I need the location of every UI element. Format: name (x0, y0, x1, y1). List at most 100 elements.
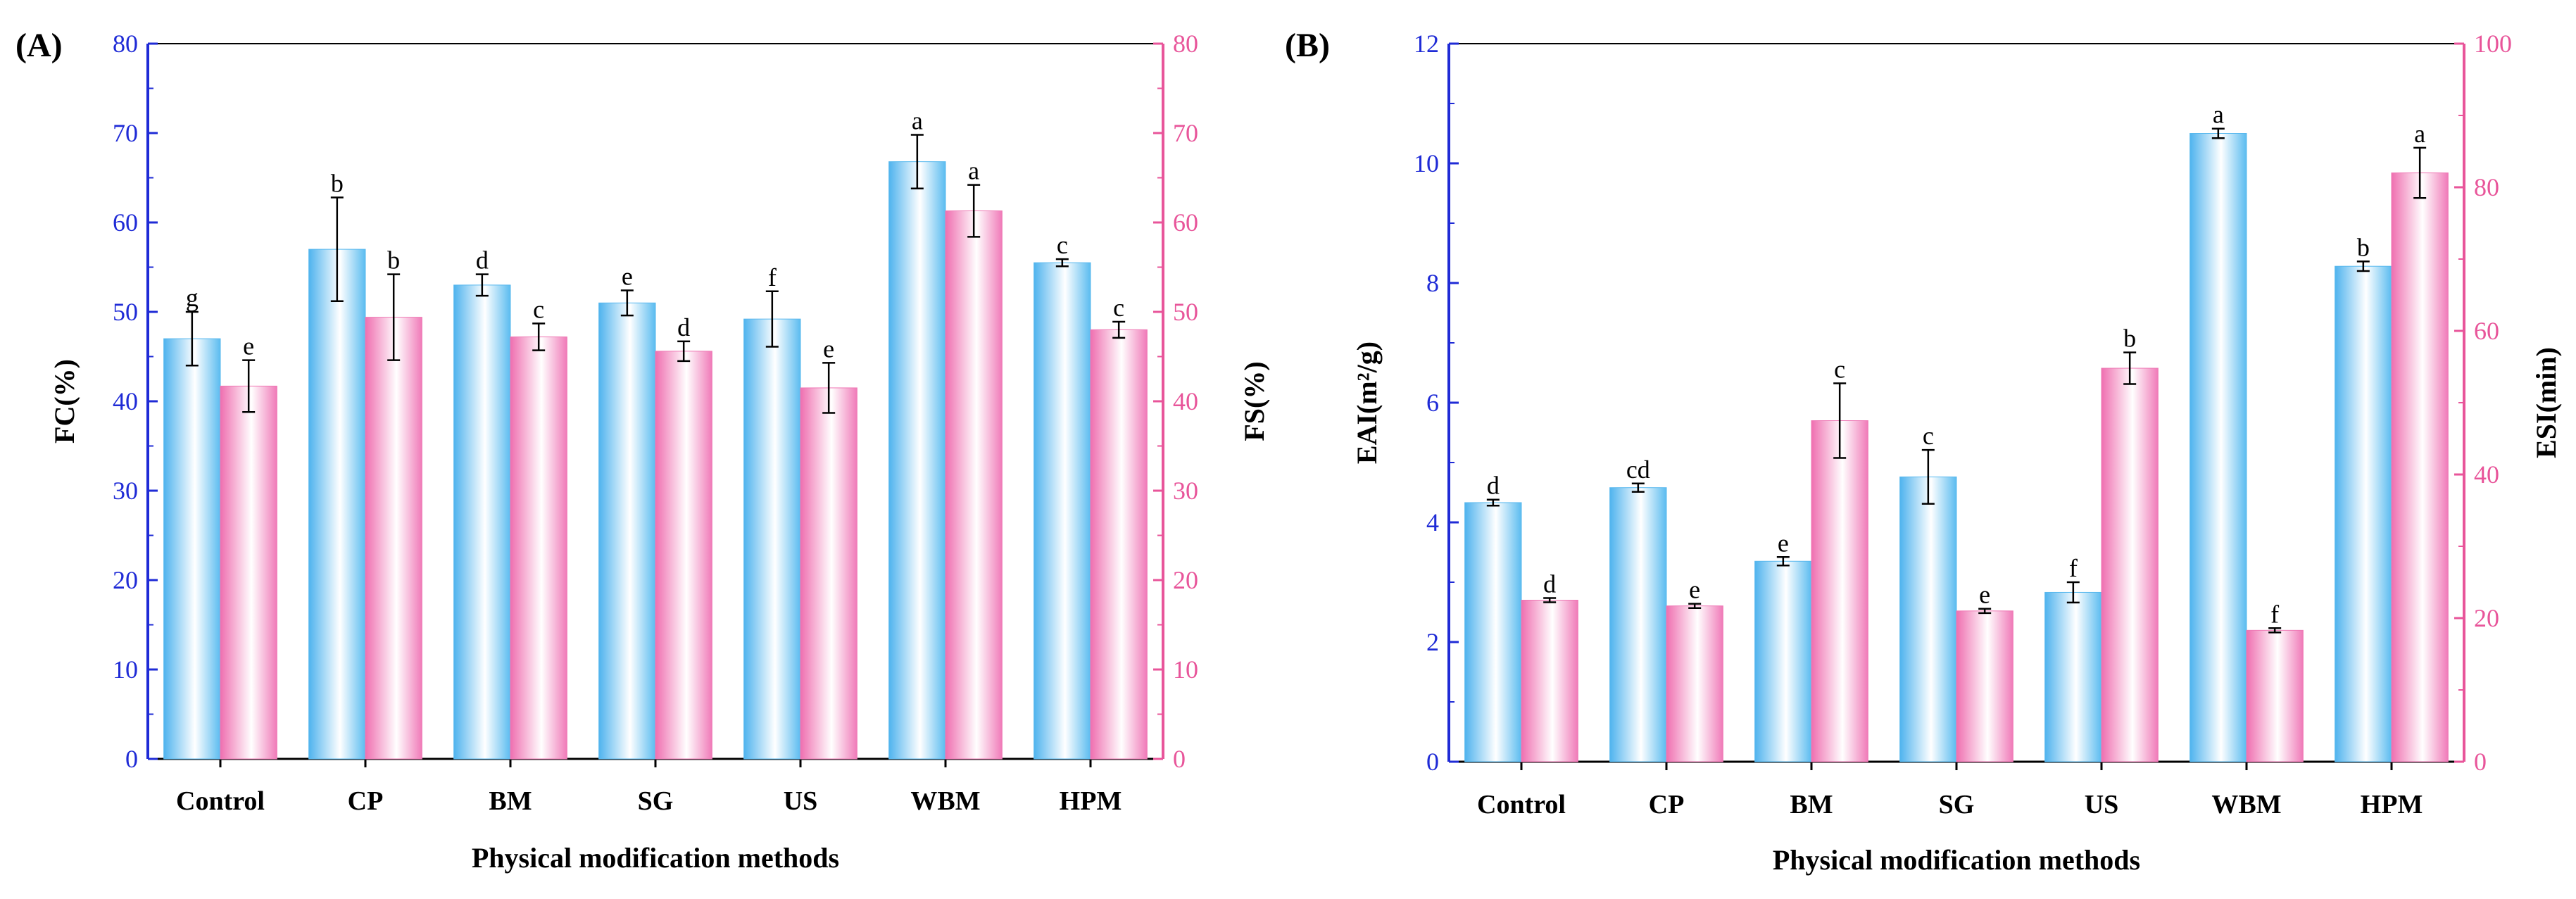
panel-label: (A) (15, 27, 63, 64)
left-tick-label: 40 (113, 387, 138, 415)
blue-bar (1464, 502, 1522, 762)
blue-bar (2335, 265, 2392, 762)
category-label: Control (1477, 790, 1566, 819)
pink-bar (2101, 367, 2159, 762)
right-tick-label: 80 (2474, 173, 2499, 201)
left-tick-label: 10 (1414, 149, 1439, 177)
pink-bar (2246, 629, 2304, 762)
blue-bar (163, 338, 221, 760)
pink-bar (655, 351, 712, 760)
category-label: CP (1649, 790, 1685, 819)
y-axis-left-title: EAI(m²/g) (1351, 341, 1383, 464)
significance-letter: e (1778, 529, 1789, 557)
significance-letter: c (533, 296, 544, 324)
pink-bar (2391, 172, 2449, 762)
right-tick-label: 20 (2474, 604, 2499, 632)
panel-label: (B) (1285, 27, 1330, 64)
right-tick-label: 10 (1173, 655, 1198, 684)
blue-bar (888, 161, 946, 760)
x-axis-title: Physical modification methods (1773, 844, 2140, 876)
significance-letter: c (1834, 355, 1845, 383)
panel-b: 0 2 4 6 8 10 12 0 20 40 60 80 100 Control d d CP cd e BM e c S… (1285, 27, 2562, 876)
category-label: CP (348, 786, 384, 816)
right-tick-label: 80 (1173, 30, 1198, 58)
pink-bar (365, 317, 422, 760)
x-axis-title: Physical modification methods (472, 842, 839, 874)
left-tick-label: 10 (113, 655, 138, 684)
left-tick-label: 20 (113, 566, 138, 594)
significance-letter: d (1543, 570, 1556, 598)
blue-bar (2189, 133, 2247, 762)
blue-bar (598, 302, 656, 760)
left-tick-label: 8 (1426, 269, 1439, 297)
right-tick-label: 50 (1173, 298, 1198, 326)
significance-letter: e (823, 334, 834, 363)
blue-bar (1899, 476, 1957, 762)
pink-bar (1090, 329, 1148, 760)
significance-letter: e (1979, 581, 1990, 609)
pink-bar (800, 387, 857, 760)
significance-letter: d (476, 246, 489, 275)
significance-letter: c (1923, 422, 1934, 450)
y-axis-right-title: ESI(min) (2530, 347, 2562, 458)
right-tick-label: 20 (1173, 566, 1198, 594)
y-axis-left-title: FC(%) (49, 359, 80, 444)
category-label: SG (1939, 790, 1975, 819)
left-tick-label: 6 (1426, 389, 1439, 417)
significance-letter: b (387, 246, 400, 275)
significance-letter: a (2213, 101, 2224, 129)
left-tick-label: 50 (113, 298, 138, 326)
pink-bar (945, 210, 1003, 760)
significance-letter: f (768, 263, 777, 291)
right-tick-label: 70 (1173, 119, 1198, 147)
significance-letter: e (622, 263, 633, 291)
panel-a: 0 10 20 30 40 50 60 70 80 0 10 20 30 40 50 60 70 80 Contro… (15, 27, 1270, 874)
category-label: HPM (1060, 786, 1122, 816)
category-label: SG (638, 786, 674, 816)
pink-bar (1521, 600, 1578, 762)
category-label: BM (489, 786, 532, 816)
right-tick-label: 60 (1173, 208, 1198, 237)
category-label: Control (176, 786, 265, 816)
category-label: WBM (910, 786, 980, 816)
significance-letter: f (2270, 600, 2279, 628)
left-tick-label: 12 (1414, 30, 1439, 58)
blue-bar (2044, 591, 2102, 762)
significance-letter: f (2069, 554, 2078, 582)
y-axis-right-title: FS(%) (1238, 361, 1270, 441)
right-tick-label: 60 (2474, 317, 2499, 345)
right-tick-label: 30 (1173, 477, 1198, 505)
significance-letter: a (912, 107, 923, 135)
pink-bar (1956, 610, 2013, 762)
significance-letter: d (1487, 472, 1500, 500)
significance-letter: g (186, 284, 199, 312)
left-tick-label: 4 (1426, 508, 1439, 536)
blue-bar (743, 318, 801, 760)
left-tick-label: 70 (113, 119, 138, 147)
significance-letter: cd (1626, 455, 1650, 484)
right-tick-label: 0 (2474, 748, 2487, 776)
significance-letter: e (243, 332, 254, 360)
blue-bar (1754, 560, 1812, 762)
significance-letter: d (677, 313, 690, 341)
right-tick-label: 40 (2474, 460, 2499, 489)
pink-bar (1811, 420, 1868, 762)
category-label: US (2085, 790, 2119, 819)
left-tick-label: 80 (113, 30, 138, 58)
left-tick-label: 2 (1426, 628, 1439, 656)
left-tick-label: 0 (1426, 748, 1439, 776)
pink-bar (220, 385, 277, 760)
blue-bar (308, 249, 366, 760)
significance-letter: b (2123, 325, 2136, 353)
left-tick-label: 0 (125, 745, 138, 773)
significance-letter: c (1113, 294, 1124, 322)
category-label: HPM (2361, 790, 2423, 819)
significance-letter: b (2357, 233, 2370, 261)
pink-bar (1666, 605, 1723, 762)
blue-bar (453, 284, 511, 760)
significance-letter: e (1689, 576, 1700, 604)
significance-letter: a (2414, 120, 2425, 148)
category-label: WBM (2211, 790, 2281, 819)
significance-letter: a (968, 157, 979, 185)
